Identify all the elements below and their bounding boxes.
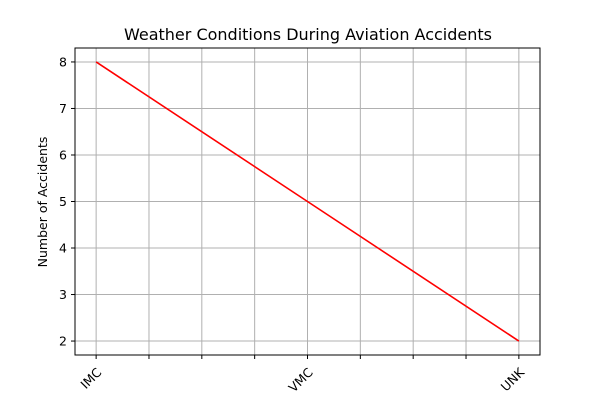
y-tick-label: 4 (59, 241, 67, 256)
y-tick-label: 5 (59, 194, 67, 209)
y-tick-label: 2 (59, 334, 67, 349)
y-tick-label: 7 (59, 101, 67, 116)
y-tick-label: 3 (59, 287, 67, 302)
plot-frame (74, 47, 541, 356)
y-tick-label: 8 (59, 54, 67, 69)
series-line (95, 61, 520, 342)
y-tick-label: 6 (59, 147, 67, 162)
y-axis-label: Number of Accidents (35, 137, 50, 268)
chart-title: Weather Conditions During Aviation Accid… (124, 25, 492, 44)
